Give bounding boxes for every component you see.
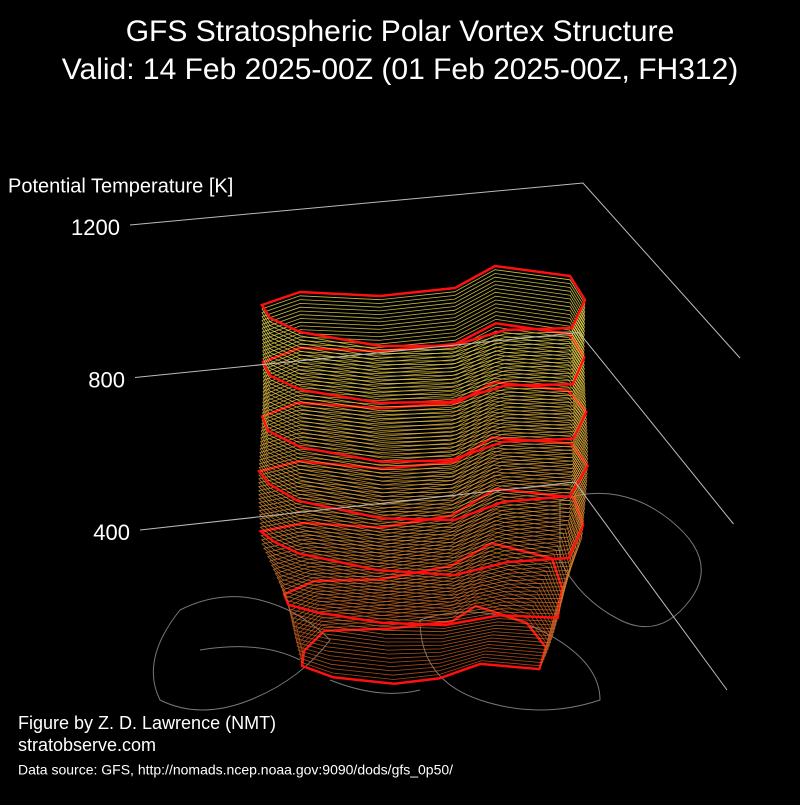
vortex-contour (258, 450, 588, 536)
vortex-contour (294, 571, 555, 651)
grid-line (129, 182, 741, 359)
axes: 400 800 1200 (71, 182, 741, 691)
vortex-contour (258, 426, 589, 509)
vortex-contour (291, 562, 557, 643)
z-tick-label: 800 (88, 367, 125, 392)
vortex-contour-bold (256, 436, 589, 522)
vortex (256, 264, 589, 686)
vortex-contour (258, 474, 586, 562)
vortex-contour (259, 419, 589, 501)
vortex-contour (261, 299, 585, 381)
vortex-contour-bold (282, 541, 564, 627)
vortex-contour (262, 350, 586, 431)
vortex-contour (262, 358, 586, 439)
vortex-contour (262, 330, 585, 412)
vortex-contour (258, 461, 587, 547)
vortex-contour (262, 354, 586, 435)
vortex-contour (281, 538, 564, 623)
vortex-contour (297, 588, 551, 668)
coastline (152, 596, 331, 711)
vortex-contour (298, 592, 550, 672)
vortex-contour (262, 362, 586, 443)
vortex-contour (259, 411, 588, 494)
vortex-contour (259, 422, 589, 505)
vortex-contour (258, 443, 588, 529)
chart-title: GFS Stratospheric Polar Vortex Structure (126, 15, 675, 48)
vortex-contour (262, 311, 585, 392)
vortex-contour (296, 583, 551, 663)
vortex-contour-bold (260, 380, 588, 464)
vortex-contour (262, 338, 585, 420)
vortex-contour (262, 346, 586, 427)
vortex-contour (258, 467, 586, 555)
vortex-contour (262, 366, 586, 447)
vortex-contour (261, 269, 586, 351)
vortex-contour (262, 303, 585, 385)
vortex-contour (262, 373, 587, 455)
vortex-contour (260, 495, 583, 583)
z-tick-label: 1200 (71, 215, 120, 240)
vortex-contour (258, 440, 588, 525)
z-tick-label: 400 (93, 520, 130, 545)
vortex-contour (257, 454, 588, 540)
vortex-contour (260, 400, 588, 482)
vortex-contour (261, 389, 588, 471)
credit: stratobserve.com (18, 735, 156, 755)
vortex-contour (258, 433, 589, 517)
vortex-contour (261, 280, 586, 362)
vortex-contour (295, 575, 553, 655)
vortex-contour (260, 404, 588, 486)
vortex-contour (295, 579, 552, 659)
vortex-contour (299, 596, 549, 676)
grid-line (139, 481, 728, 691)
vortex-contour (258, 478, 585, 566)
vortex-contour (258, 464, 587, 551)
vortex-contour (261, 295, 585, 377)
vortex-contour (261, 276, 586, 358)
vortex-contour (261, 393, 588, 475)
vortex-contour (260, 396, 588, 478)
coastline (199, 646, 421, 694)
axis-label: Potential Temperature [K] (8, 175, 233, 197)
data-source: Data source: GFS, http://nomads.ncep.noa… (18, 762, 453, 778)
vortex-contour (258, 429, 589, 513)
vortex-contour (262, 334, 585, 416)
vortex-contour (261, 273, 586, 354)
vortex-contour (261, 291, 585, 373)
vortex-contour (262, 315, 585, 396)
vortex-contour (261, 288, 586, 369)
vortex-contour (288, 554, 559, 636)
grid-line (134, 331, 734, 525)
vortex-contour (260, 408, 588, 490)
vortex-contour (258, 447, 588, 532)
vortex-contour (293, 566, 556, 647)
vortex-contour (262, 342, 585, 423)
vortex-contour (261, 284, 586, 366)
vortex-contour (258, 471, 586, 558)
vortex-contour (261, 385, 587, 467)
credit: Figure by Z. D. Lawrence (NMT) (18, 713, 276, 733)
coastline (559, 492, 702, 628)
vortex-contour (262, 369, 587, 451)
vortex-contour (262, 307, 585, 388)
vortex-contour (258, 457, 587, 544)
vortex-contour-bold (260, 264, 587, 348)
vortex-contour (259, 415, 589, 497)
chart-subtitle: Valid: 14 Feb 2025-00Z (01 Feb 2025-00Z,… (62, 53, 739, 86)
